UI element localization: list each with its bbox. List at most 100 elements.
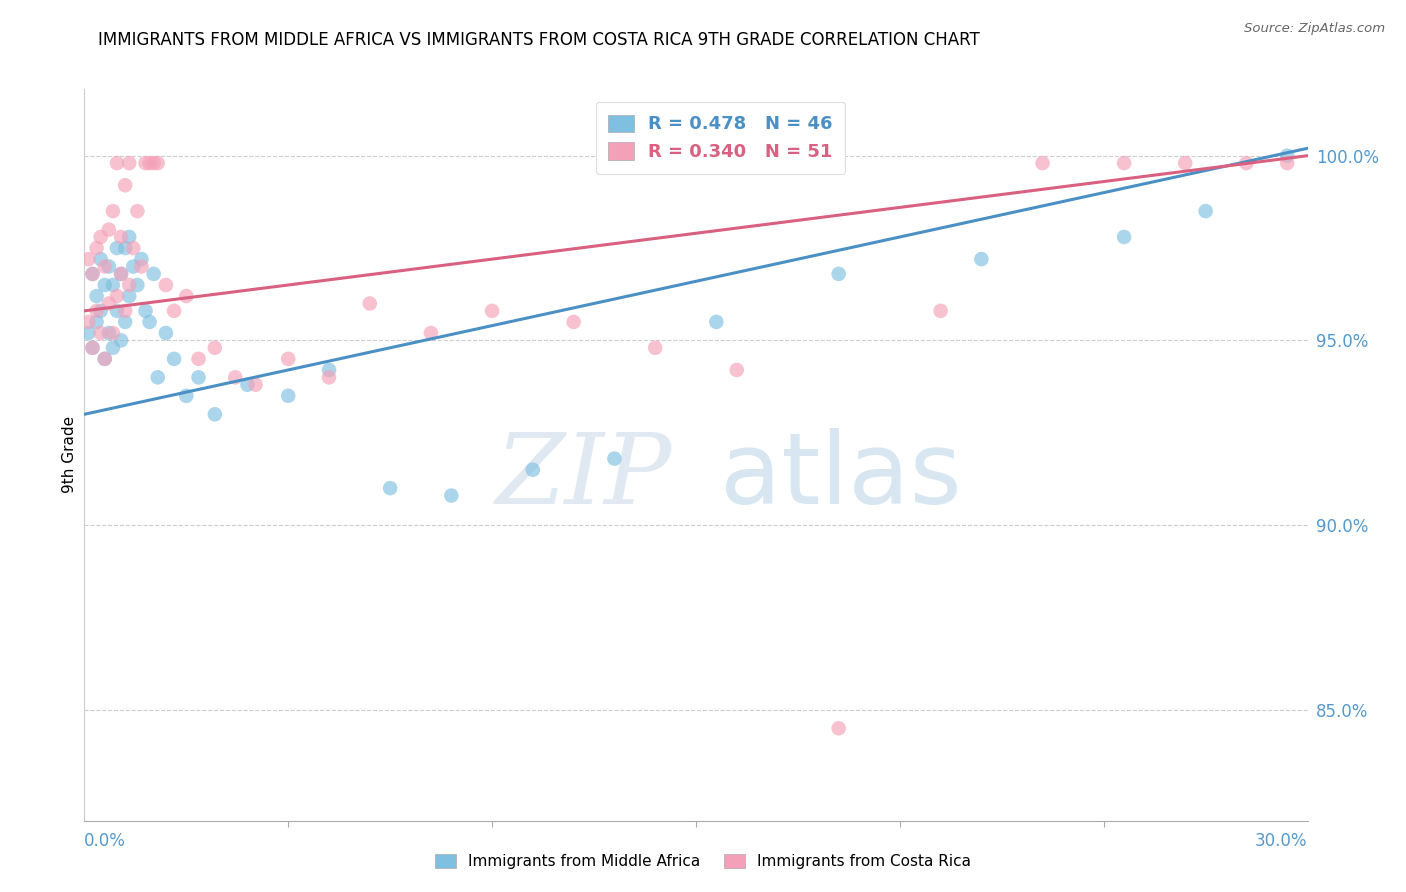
Point [1114, 156, 1136, 170]
Point [131, 252, 153, 267]
Point [90, 303, 112, 318]
Point [725, 363, 748, 377]
Point [318, 370, 340, 384]
Point [105, 241, 128, 255]
Point [155, 326, 177, 340]
Point [828, 267, 851, 281]
Point [82, 267, 104, 281]
Point [90, 230, 112, 244]
Point [93, 277, 115, 292]
Point [420, 326, 443, 340]
Point [163, 351, 186, 366]
Point [118, 289, 141, 303]
Legend: R = 0.478   N = 46, R = 0.340   N = 51: R = 0.478 N = 46, R = 0.340 N = 51 [596, 102, 845, 174]
Point [82, 341, 104, 355]
Point [706, 315, 728, 329]
Point [1195, 204, 1218, 219]
Point [93, 351, 115, 366]
Point [135, 156, 157, 170]
Point [440, 489, 463, 503]
Point [110, 334, 132, 348]
Point [204, 341, 226, 355]
Point [101, 341, 124, 355]
Point [245, 377, 267, 392]
Point [93, 260, 115, 274]
Point [86, 241, 108, 255]
Point [359, 296, 381, 310]
Text: Source: ZipAtlas.com: Source: ZipAtlas.com [1244, 22, 1385, 36]
Point [110, 267, 132, 281]
Point [97, 260, 120, 274]
Text: atlas: atlas [720, 428, 962, 525]
Point [1032, 156, 1054, 170]
Point [929, 303, 952, 318]
Point [90, 252, 112, 267]
Point [644, 341, 666, 355]
Point [174, 389, 197, 403]
Point [118, 230, 141, 244]
Point [562, 315, 585, 329]
Point [86, 289, 108, 303]
Point [522, 463, 544, 477]
Point [90, 326, 112, 340]
Point [110, 230, 132, 244]
Point [142, 267, 165, 281]
Point [204, 407, 226, 421]
Point [127, 204, 149, 219]
Point [318, 363, 340, 377]
Point [142, 156, 165, 170]
Text: 0.0%: 0.0% [84, 831, 127, 850]
Point [380, 481, 402, 495]
Point [138, 315, 160, 329]
Point [155, 277, 177, 292]
Legend: Immigrants from Middle Africa, Immigrants from Costa Rica: Immigrants from Middle Africa, Immigrant… [429, 848, 977, 875]
Point [122, 260, 145, 274]
Point [146, 370, 169, 384]
Point [118, 277, 141, 292]
Point [105, 156, 128, 170]
Point [110, 267, 132, 281]
Point [277, 389, 299, 403]
Point [127, 277, 149, 292]
Point [77, 326, 100, 340]
Point [82, 267, 104, 281]
Point [86, 303, 108, 318]
Point [163, 303, 186, 318]
Point [1174, 156, 1197, 170]
Point [236, 377, 259, 392]
Point [603, 451, 626, 466]
Point [131, 260, 153, 274]
Point [1277, 149, 1299, 163]
Point [481, 303, 503, 318]
Point [77, 315, 100, 329]
Text: 30.0%: 30.0% [1256, 831, 1308, 850]
Point [277, 351, 299, 366]
Point [224, 370, 246, 384]
Point [114, 303, 136, 318]
Point [174, 289, 197, 303]
Point [86, 315, 108, 329]
Point [118, 156, 141, 170]
Point [77, 252, 100, 267]
Point [114, 315, 136, 329]
Y-axis label: 9th Grade: 9th Grade [62, 417, 77, 493]
Point [101, 277, 124, 292]
Point [105, 303, 128, 318]
Point [105, 289, 128, 303]
Point [1236, 156, 1258, 170]
Point [828, 721, 851, 735]
Text: ZIP: ZIP [495, 429, 672, 524]
Point [97, 222, 120, 236]
Point [187, 351, 209, 366]
Point [114, 178, 136, 193]
Point [114, 241, 136, 255]
Point [97, 326, 120, 340]
Point [135, 303, 157, 318]
Point [101, 326, 124, 340]
Point [101, 204, 124, 219]
Point [82, 341, 104, 355]
Point [122, 241, 145, 255]
Point [1277, 156, 1299, 170]
Point [138, 156, 160, 170]
Point [970, 252, 993, 267]
